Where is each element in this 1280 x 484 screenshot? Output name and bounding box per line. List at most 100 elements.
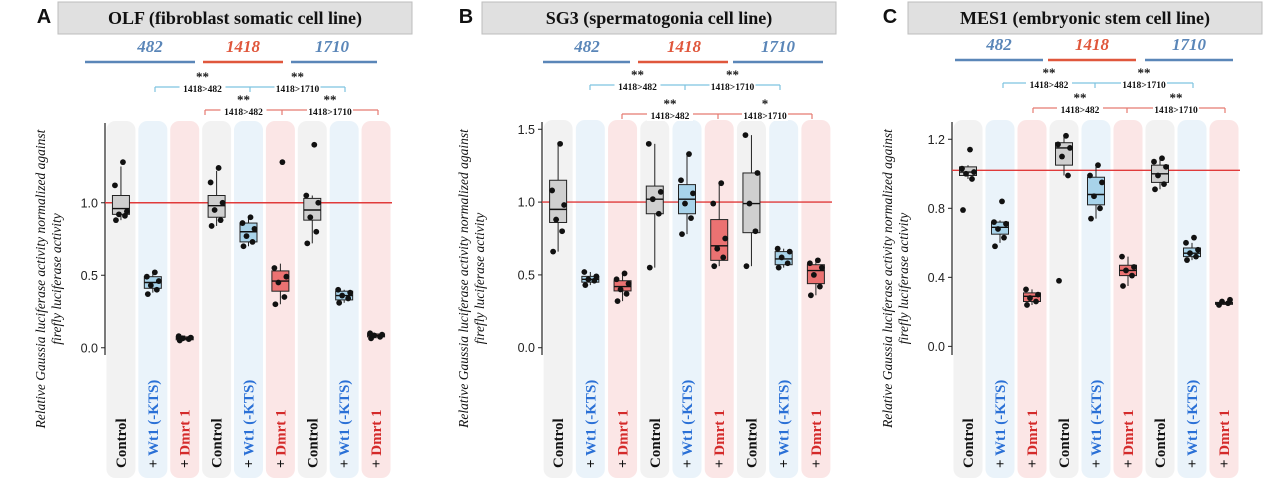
condition-name: Dmrt 1 [273, 409, 289, 455]
title-box [907, 1, 1263, 35]
data-point [814, 257, 821, 264]
condition-label: + Wt1 (-KTS) [146, 380, 162, 468]
data-point [315, 199, 322, 206]
condition-name: Dmrt 1 [712, 409, 728, 455]
data-point [336, 299, 343, 306]
condition-label: + Wt1 (-KTS) [337, 380, 353, 468]
data-point [1161, 181, 1167, 188]
data-point [175, 333, 182, 340]
data-point [742, 132, 749, 139]
data-point [746, 200, 753, 207]
column-band [704, 120, 734, 478]
data-point [347, 289, 354, 296]
column-band [234, 121, 263, 478]
data-point [187, 334, 194, 341]
y-axis-label: firefly luciferase activity [49, 213, 64, 344]
significance-stars: ** [196, 69, 209, 84]
condition-label: + Wt1 (-KTS) [993, 380, 1009, 468]
data-point [335, 286, 342, 293]
panel-letter: C [883, 6, 897, 28]
condition-label: + Wt1 (-KTS) [1185, 380, 1201, 468]
data-point [345, 295, 352, 302]
data-point [678, 177, 684, 184]
data-point [1183, 239, 1189, 246]
data-point [311, 141, 318, 148]
panel-letter: B [459, 6, 473, 28]
condition-name: Dmrt 1 [809, 409, 825, 455]
y-tick-label: 1.0 [518, 196, 535, 210]
data-point [1055, 141, 1061, 148]
data-point [655, 210, 662, 217]
data-point [710, 200, 717, 207]
significance-stars: ** [726, 67, 739, 82]
data-point [1123, 267, 1129, 274]
comparison-label: 1418>482 [1030, 81, 1069, 91]
data-point [1163, 163, 1169, 170]
data-point [207, 179, 214, 186]
y-axis-label: Relative Gaussia luciferase activity nor… [33, 128, 48, 429]
data-point [219, 199, 226, 206]
data-point [593, 273, 600, 280]
y-tick-label: 0.5 [81, 269, 98, 283]
condition-label: Control [551, 418, 567, 468]
data-point [786, 248, 793, 255]
condition-name: Wt1 (-KTS) [1089, 380, 1105, 456]
column-band [801, 120, 831, 478]
y-axis-label: firefly luciferase activity [472, 213, 487, 344]
data-point [151, 269, 158, 276]
comparison-label: 1418>482 [651, 112, 690, 122]
data-point [1059, 153, 1065, 160]
condition-prefix: + [583, 456, 599, 468]
condition-name: Control [961, 418, 977, 468]
condition-prefix: + [809, 456, 825, 468]
data-point [682, 200, 688, 207]
condition-label: Control [1057, 418, 1073, 468]
data-point [557, 140, 564, 147]
condition-name: Wt1 (-KTS) [242, 380, 258, 456]
data-point [807, 292, 814, 299]
data-point [1027, 295, 1033, 301]
data-point [959, 165, 965, 172]
data-point [720, 254, 727, 261]
data-point [752, 228, 759, 235]
data-point [379, 331, 385, 338]
condition-label: + Wt1 (-KTS) [242, 380, 258, 468]
data-point [553, 216, 560, 223]
data-point [1187, 250, 1193, 257]
data-point [585, 276, 592, 283]
data-point [559, 228, 566, 235]
data-point [112, 182, 118, 189]
data-point [784, 260, 791, 267]
column-band [1145, 120, 1175, 478]
data-point [279, 159, 286, 166]
data-point [818, 264, 825, 271]
condition-name: Control [1153, 418, 1169, 468]
promoter-label: 482 [573, 37, 600, 56]
condition-name: Control [648, 418, 664, 468]
condition-prefix: + [1121, 456, 1137, 468]
condition-prefix: + [146, 456, 162, 468]
label-bg [307, 107, 353, 117]
data-point [1151, 158, 1157, 165]
condition-name: Dmrt 1 [616, 409, 632, 455]
condition-name: Control [1057, 418, 1073, 468]
data-point [275, 279, 282, 286]
data-point [688, 215, 694, 222]
data-point [816, 283, 823, 290]
condition-label: + Dmrt 1 [1121, 409, 1137, 468]
data-point [1227, 296, 1233, 303]
box [207, 195, 226, 218]
data-point [1088, 215, 1094, 222]
column-band [361, 121, 391, 478]
column-band [138, 121, 168, 478]
data-point [778, 254, 785, 261]
condition-label: + Wt1 (-KTS) [680, 380, 696, 468]
data-point [549, 187, 556, 194]
condition-label: Control [744, 418, 760, 468]
data-point [1001, 234, 1007, 241]
data-point [649, 196, 656, 203]
column-band [1209, 120, 1239, 478]
significance-stars: ** [631, 67, 644, 82]
label-bg [179, 84, 226, 94]
comparison-label: 1418>482 [618, 83, 657, 93]
